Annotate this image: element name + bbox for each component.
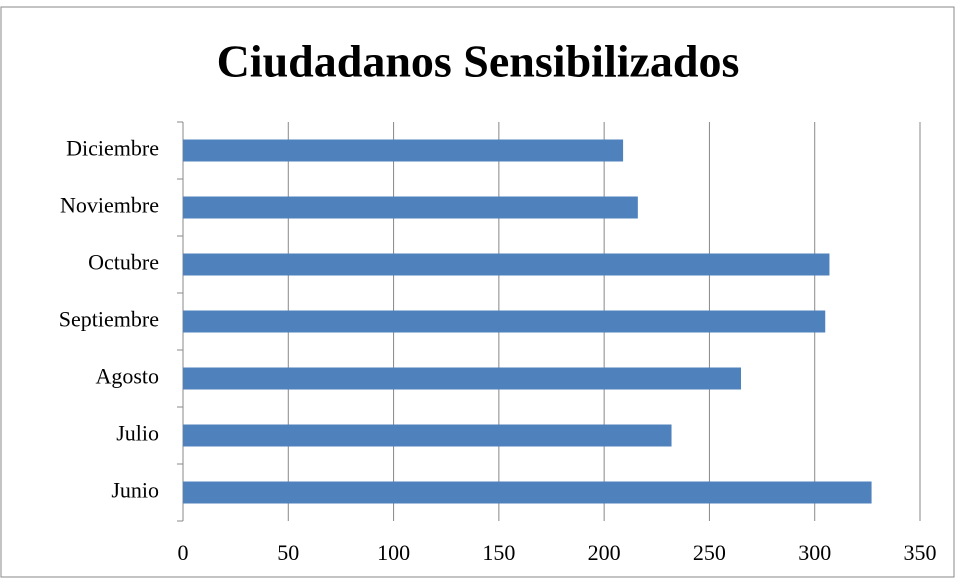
x-tick-label: 150	[482, 540, 515, 565]
x-tick-label: 250	[693, 540, 726, 565]
y-tick-label: Noviembre	[60, 193, 159, 218]
chart-title: Ciudadanos Sensibilizados	[217, 36, 740, 87]
y-tick-label: Septiembre	[59, 307, 159, 332]
y-tick-label: Diciembre	[66, 136, 159, 161]
x-tick-label: 50	[277, 540, 299, 565]
x-tick-label: 0	[178, 540, 189, 565]
bar	[183, 367, 742, 390]
bar	[183, 253, 830, 276]
bar	[183, 310, 826, 333]
y-tick-label: Junio	[111, 478, 159, 503]
x-tick-label: 350	[904, 540, 937, 565]
y-tick-label: Octubre	[88, 250, 159, 275]
y-tick-label: Agosto	[95, 364, 159, 389]
x-tick-label: 300	[798, 540, 831, 565]
y-tick-label: Julio	[116, 421, 159, 446]
bar	[183, 196, 638, 219]
x-tick-label: 100	[377, 540, 410, 565]
x-tick-label: 200	[588, 540, 621, 565]
bar	[183, 424, 672, 447]
bar	[183, 481, 872, 504]
bar	[183, 139, 624, 162]
